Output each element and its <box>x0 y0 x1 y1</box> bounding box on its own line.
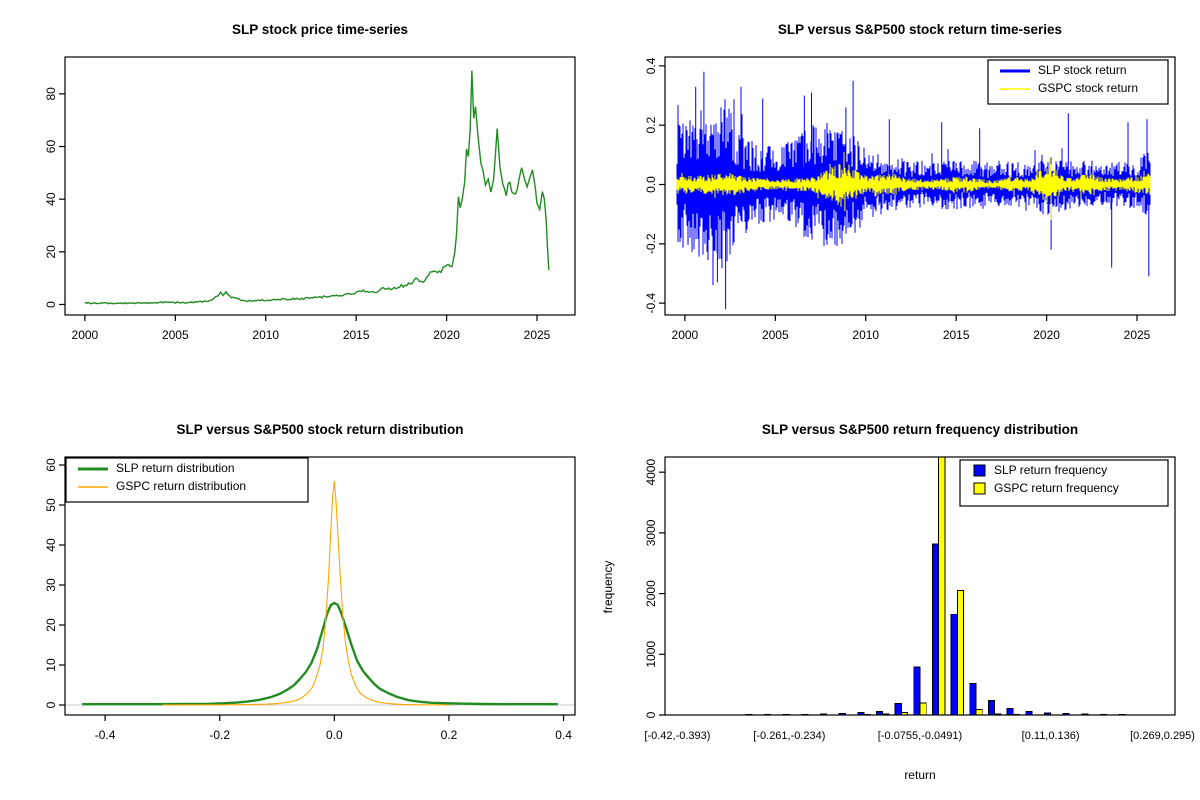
svg-text:-0.2: -0.2 <box>644 233 658 254</box>
svg-text:[0.11,0.136): [0.11,0.136) <box>1022 730 1080 742</box>
svg-text:-0.4: -0.4 <box>95 728 116 742</box>
returns-plot: 2000 2005 2010 2015 2020 2025 -0.4 -0.2 0.0 0.2 0.… <box>644 56 1176 342</box>
price-series-0 <box>84 70 550 305</box>
svg-text:SLP return distribution: SLP return distribution <box>116 461 235 475</box>
svg-text:2000: 2000 <box>72 328 99 342</box>
svg-text:0.2: 0.2 <box>441 728 458 742</box>
svg-text:0.2: 0.2 <box>644 117 658 134</box>
price-title: SLP stock price time-series <box>231 22 409 37</box>
returns-tick-labels: 2000 2005 2010 2015 2020 2025 -0.4 -0.2 0.0 0.2 0.… <box>644 57 1151 342</box>
svg-text:1000: 1000 <box>644 641 658 668</box>
panel-return-distribution: -0.4 -0.2 0.0 0.2 0.4 0 10 20 30 40 50 60 SLP return… <box>0 400 600 800</box>
svg-text:80: 80 <box>44 87 58 101</box>
svg-text:[-0.0755,-0.0491): [-0.0755,-0.0491) <box>878 730 962 742</box>
histogram-axes <box>659 456 1176 716</box>
histogram-title: SLP versus S&P500 return frequency distr… <box>761 422 1079 437</box>
svg-text:0.4: 0.4 <box>644 57 658 74</box>
returns-title: SLP versus S&P500 stock return time-seri… <box>777 22 1063 37</box>
svg-text:40: 40 <box>44 538 58 552</box>
price-axes <box>59 56 576 321</box>
density-title: SLP versus S&P500 stock return distribut… <box>176 422 464 437</box>
svg-text:0: 0 <box>44 701 58 708</box>
svg-text:40: 40 <box>44 192 58 206</box>
svg-text:0.0: 0.0 <box>326 728 343 742</box>
svg-text:GSPC return distribution: GSPC return distribution <box>116 479 246 493</box>
svg-text:2000: 2000 <box>644 580 658 607</box>
svg-text:2005: 2005 <box>762 328 789 342</box>
histogram-ylabel: frequency <box>601 560 615 614</box>
svg-text:[-0.42,-0.393): [-0.42,-0.393) <box>644 730 710 742</box>
svg-text:0: 0 <box>44 301 58 308</box>
returns-series-0 <box>676 71 1151 310</box>
histogram-xlabel: return <box>904 768 936 782</box>
price-tick-labels: 2000 2005 2010 2015 2020 2025 0 20 40 60 80 <box>44 87 551 342</box>
histogram-plot: 0 1000 2000 3000 4000 [-0.42,-0.393) [-0.261,-… <box>644 456 1195 742</box>
svg-text:2010: 2010 <box>852 328 879 342</box>
svg-text:2005: 2005 <box>162 328 189 342</box>
svg-text:0.4: 0.4 <box>555 728 572 742</box>
svg-text:SLP stock return: SLP stock return <box>1038 63 1127 77</box>
price-plot: 2000 2005 2010 2015 2020 2025 0 20 40 60 80 <box>44 56 576 342</box>
svg-text:2000: 2000 <box>672 328 699 342</box>
svg-text:50: 50 <box>44 498 58 512</box>
svg-text:3000: 3000 <box>644 519 658 546</box>
svg-text:2015: 2015 <box>943 328 970 342</box>
returns-axes <box>659 56 1176 321</box>
svg-text:2025: 2025 <box>1124 328 1151 342</box>
panel-price-timeseries: 2000 2005 2010 2015 2020 2025 0 20 40 60 80 SLP st… <box>0 0 600 400</box>
svg-text:2015: 2015 <box>343 328 370 342</box>
svg-text:2025: 2025 <box>524 328 551 342</box>
svg-text:4000: 4000 <box>644 459 658 486</box>
density-series-0 <box>82 601 558 706</box>
panel-return-frequency: 0 1000 2000 3000 4000 [-0.42,-0.393) [-0.261,-… <box>600 400 1200 800</box>
histogram-legend: SLP return frequency GSPC return frequenc… <box>959 459 1169 507</box>
returns-legend: SLP stock return GSPC stock return <box>987 59 1169 105</box>
svg-text:60: 60 <box>44 458 58 472</box>
svg-text:GSPC return frequency: GSPC return frequency <box>994 481 1119 495</box>
svg-text:-0.4: -0.4 <box>644 292 658 313</box>
svg-text:2020: 2020 <box>1033 328 1060 342</box>
svg-text:SLP return frequency: SLP return frequency <box>994 463 1107 477</box>
svg-text:[-0.261,-0.234): [-0.261,-0.234) <box>753 730 825 742</box>
panel-return-timeseries: 2000 2005 2010 2015 2020 2025 -0.4 -0.2 0.0 0.2 0.… <box>600 0 1200 400</box>
density-axes <box>59 456 576 721</box>
svg-text:20: 20 <box>44 245 58 259</box>
svg-text:10: 10 <box>44 658 58 672</box>
svg-text:2020: 2020 <box>433 328 460 342</box>
svg-text:-0.2: -0.2 <box>209 728 230 742</box>
density-tick-labels: -0.4 -0.2 0.0 0.2 0.4 0 10 20 30 40 50 60 <box>44 458 572 742</box>
density-legend: SLP return distribution GSPC return distr… <box>65 457 309 503</box>
histogram-tick-labels: 0 1000 2000 3000 4000 [-0.42,-0.393) [-0.261,-… <box>644 459 1195 742</box>
svg-text:GSPC stock return: GSPC stock return <box>1038 81 1138 95</box>
density-series-1 <box>162 480 449 706</box>
svg-text:[0.269,0.295): [0.269,0.295) <box>1130 730 1195 742</box>
svg-text:20: 20 <box>44 618 58 632</box>
svg-text:0.0: 0.0 <box>644 176 658 193</box>
svg-text:0: 0 <box>644 711 658 718</box>
returns-series-1 <box>676 151 1151 221</box>
svg-text:2010: 2010 <box>252 328 279 342</box>
histogram-bars <box>670 457 1170 715</box>
svg-text:30: 30 <box>44 578 58 592</box>
density-plot: -0.4 -0.2 0.0 0.2 0.4 0 10 20 30 40 50 60 SLP return… <box>44 456 576 742</box>
svg-text:60: 60 <box>44 140 58 154</box>
